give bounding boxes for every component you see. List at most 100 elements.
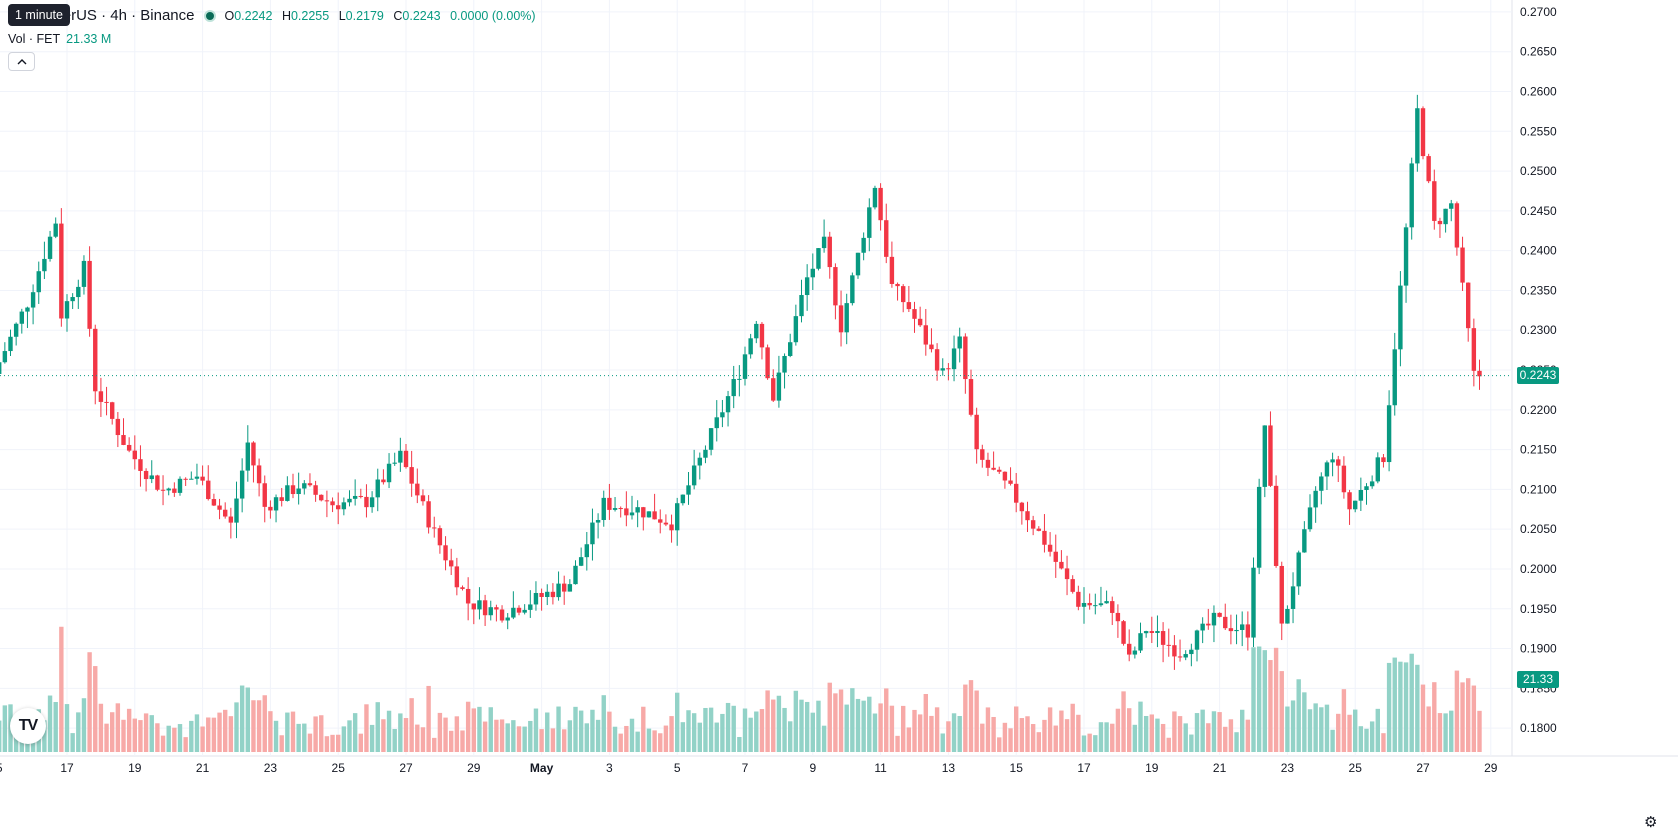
volume-bar: [951, 713, 957, 752]
volume-bar: [1166, 737, 1171, 752]
volume-bar: [658, 733, 663, 752]
volume-bar: [550, 728, 556, 752]
price-tick-label: 0.1950: [1520, 602, 1557, 616]
volume-bar: [420, 727, 426, 752]
candle-body: [375, 479, 380, 498]
candle-body: [997, 469, 1002, 472]
candle-body: [539, 592, 544, 597]
price-tick-label: 0.2600: [1520, 85, 1557, 99]
candle-body: [1115, 612, 1121, 622]
time-tick-label: 27: [399, 761, 413, 775]
candle-body: [341, 502, 347, 510]
volume-bar: [788, 721, 793, 752]
candle-body: [511, 607, 516, 618]
candle-body: [93, 328, 98, 392]
candle-body: [1183, 654, 1188, 658]
tradingview-logo[interactable]: TV: [10, 708, 46, 744]
volume-bar: [81, 698, 87, 752]
volume-bar: [804, 701, 810, 752]
volume-bar: [1019, 718, 1025, 752]
candle-body: [788, 342, 793, 356]
candle-body: [1211, 612, 1217, 626]
gear-icon[interactable]: ⚙: [1644, 814, 1658, 831]
volume-bar: [87, 652, 92, 752]
candle-body: [307, 483, 313, 486]
volume-bar: [330, 734, 335, 752]
candle-body: [381, 479, 386, 483]
volume-bar: [1228, 719, 1234, 752]
candle-body: [590, 522, 595, 545]
candle-body: [76, 286, 81, 298]
candle-body: [505, 617, 510, 621]
price-tick-label: 0.2000: [1520, 562, 1557, 576]
volume-bar: [76, 712, 81, 752]
volume-bar: [1223, 726, 1228, 752]
volume-bar: [290, 711, 296, 752]
candle-body: [951, 348, 957, 370]
volume-bar: [386, 710, 392, 752]
volume-bar: [1047, 707, 1053, 752]
candle-body: [1302, 529, 1307, 553]
time-tick-label: 7: [742, 761, 749, 775]
candle-body: [850, 275, 855, 304]
candle-body: [285, 485, 290, 501]
candle-body: [228, 516, 234, 523]
time-tick-label: 9: [809, 761, 816, 775]
candle-body: [1098, 603, 1104, 606]
time-tick-label: 21: [1213, 761, 1227, 775]
volume-bar: [703, 707, 708, 752]
candle-body: [595, 520, 601, 523]
candle-body: [426, 501, 431, 528]
volume-bar: [652, 730, 657, 752]
volume-bar: [194, 714, 200, 752]
candle-body: [2, 351, 8, 363]
candle-body: [369, 497, 375, 508]
volume-bar: [482, 721, 488, 752]
volume-bar: [1381, 733, 1386, 752]
candle-body: [1127, 643, 1132, 655]
volume-bar: [1138, 701, 1143, 752]
candle-body: [1443, 208, 1448, 225]
volume-bar: [1364, 728, 1369, 752]
volume-value: 21.33 M: [66, 32, 112, 46]
volume-bar: [567, 720, 573, 752]
volume-bar: [1211, 711, 1217, 752]
candle-body: [364, 496, 369, 508]
candle-body: [1138, 633, 1143, 651]
volume-bar: [573, 706, 578, 752]
volume-bar: [256, 700, 262, 752]
candle-body: [352, 495, 358, 499]
candle-body: [1030, 520, 1036, 529]
volume-bar: [889, 705, 895, 752]
volume-bar: [358, 733, 363, 752]
candle-body: [132, 450, 137, 460]
candle-body: [358, 495, 363, 497]
volume-bar: [160, 735, 166, 752]
collapse-legend-button[interactable]: [8, 52, 35, 71]
volume-bar: [669, 716, 674, 752]
candle-body: [912, 309, 917, 319]
price-tick-label: 0.1900: [1520, 642, 1557, 656]
volume-bar: [398, 713, 403, 752]
volume-bar: [601, 695, 606, 752]
time-tick-label: 3: [606, 761, 613, 775]
volume-bar: [132, 718, 137, 752]
candle-body: [1268, 425, 1273, 486]
volume-bar: [1149, 714, 1154, 752]
volume-bar: [1240, 709, 1245, 752]
candle-body: [1432, 181, 1437, 221]
candle-body: [449, 560, 454, 567]
volume-bar: [816, 700, 821, 752]
price-tick-label: 0.2150: [1520, 443, 1557, 457]
candle-body: [336, 505, 341, 510]
candle-body: [1324, 462, 1330, 477]
volume-bar: [364, 704, 369, 752]
volume-bar: [906, 727, 912, 752]
candle-body: [1449, 203, 1454, 209]
candle-body: [1076, 591, 1081, 607]
volume-bar: [1059, 710, 1064, 752]
volume-bar: [1036, 732, 1041, 752]
volume-bar: [1042, 719, 1047, 752]
volume-bar: [1454, 670, 1460, 752]
